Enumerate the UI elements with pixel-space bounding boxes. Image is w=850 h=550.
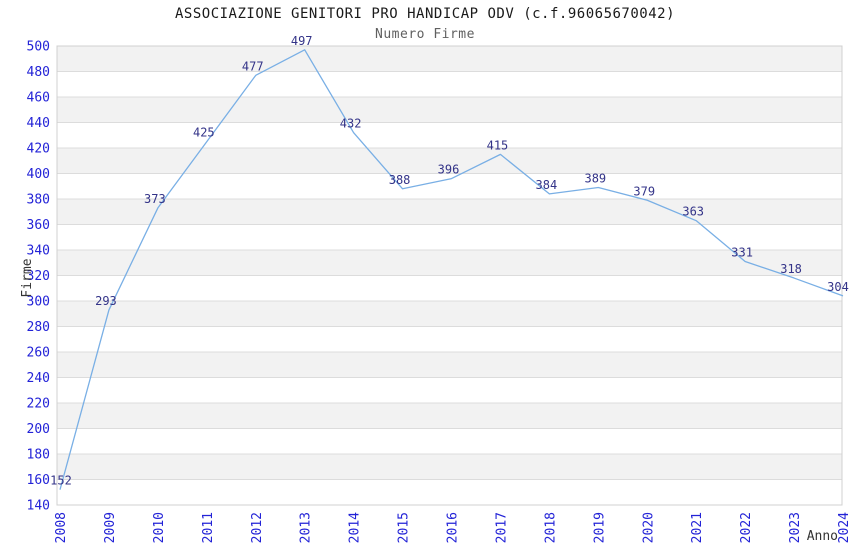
y-tick-label: 440 [27,116,50,131]
plot-band [57,454,842,480]
plot-band [57,97,842,123]
x-tick-label: 2010 [152,512,167,543]
y-tick-label: 300 [27,295,50,310]
x-tick-label: 2014 [348,512,363,543]
x-tick-label: 2012 [250,512,265,543]
x-tick-label: 2024 [837,512,850,543]
y-tick-label: 200 [27,422,50,437]
x-tick-label: 2011 [201,512,216,543]
x-tick-label: 2018 [543,512,558,543]
data-label: 318 [780,262,802,276]
y-tick-label: 340 [27,244,50,259]
x-tick-label: 2020 [641,512,656,543]
data-label: 477 [242,59,264,73]
y-tick-label: 400 [27,167,50,182]
x-axis-title: Anno [807,529,838,544]
y-tick-label: 180 [27,448,50,463]
x-tick-label: 2022 [739,512,754,543]
y-tick-label: 460 [27,91,50,106]
plot-border [56,45,843,506]
plot-band [57,148,842,174]
x-tick-label: 2009 [103,512,118,543]
y-tick-label: 480 [27,65,50,80]
plot-band [57,250,842,276]
data-label: 384 [536,178,558,192]
data-label: 379 [633,184,655,198]
y-tick-label: 420 [27,142,50,157]
y-tick-label: 380 [27,193,50,208]
data-label: 389 [584,172,606,186]
y-tick-label: 140 [27,499,50,514]
data-label: 432 [340,117,362,131]
y-tick-label: 280 [27,320,50,335]
x-tick-label: 2023 [788,512,803,543]
data-label: 425 [193,126,215,140]
data-label: 363 [682,205,704,219]
x-tick-label: 2019 [592,512,607,543]
y-tick-label: 240 [27,371,50,386]
plot-band [57,352,842,378]
y-tick-label: 500 [27,40,50,55]
data-label: 388 [389,173,411,187]
y-tick-label: 160 [27,473,50,488]
chart-title: ASSOCIAZIONE GENITORI PRO HANDICAP ODV (… [174,6,675,22]
chart-subtitle: Numero Firme [375,27,475,42]
data-label: 497 [291,34,313,48]
plot-band [57,46,842,72]
data-label: 373 [144,192,166,206]
x-tick-label: 2016 [446,512,461,543]
plot-band [57,301,842,327]
y-tick-label: 260 [27,346,50,361]
plot-band [57,199,842,225]
data-label: 396 [438,163,460,177]
x-tick-label: 2015 [397,512,412,543]
y-tick-label: 220 [27,397,50,412]
x-tick-label: 2008 [54,512,69,543]
y-axis-title: Firme [20,258,35,297]
data-line [59,49,844,490]
y-tick-label: 360 [27,218,50,233]
x-tick-label: 2017 [494,512,509,543]
data-label: 293 [95,294,117,308]
data-label: 415 [487,138,509,152]
x-tick-label: 2021 [690,512,705,543]
y-tick-label: 320 [27,269,50,284]
plot-band [57,403,842,429]
data-label: 304 [827,280,849,294]
data-label: 331 [731,245,753,259]
data-label: 152 [50,474,72,488]
x-tick-label: 2013 [299,512,314,543]
